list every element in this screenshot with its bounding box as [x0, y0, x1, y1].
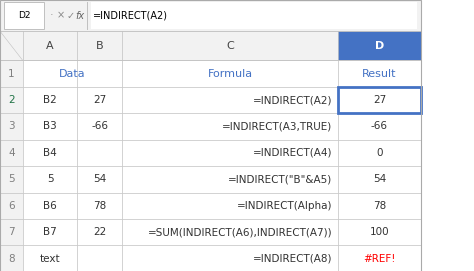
- Text: 2: 2: [8, 95, 15, 105]
- Text: 7: 7: [8, 227, 15, 237]
- Text: =INDIRECT(A3,TRUE): =INDIRECT(A3,TRUE): [222, 121, 332, 131]
- Bar: [23, 113, 77, 140]
- Text: B6: B6: [43, 201, 57, 211]
- Text: -66: -66: [371, 121, 388, 131]
- Text: 78: 78: [93, 201, 106, 211]
- Bar: [338, 140, 421, 166]
- Bar: [23, 166, 77, 192]
- Bar: [77, 246, 122, 271]
- Bar: [122, 60, 338, 87]
- Text: fx: fx: [75, 11, 84, 21]
- Bar: [0, 219, 23, 246]
- Text: 4: 4: [8, 148, 15, 158]
- Text: A: A: [46, 41, 54, 51]
- Text: B: B: [96, 41, 104, 51]
- Text: Formula: Formula: [208, 69, 253, 79]
- Bar: [338, 166, 421, 192]
- Bar: [0, 31, 23, 60]
- Text: =INDIRECT(Alpha): =INDIRECT(Alpha): [237, 201, 332, 211]
- Bar: [4, 2, 44, 29]
- Text: 22: 22: [93, 227, 106, 237]
- Bar: [0, 31, 421, 60]
- Bar: [338, 87, 421, 113]
- Text: Result: Result: [362, 69, 397, 79]
- Bar: [23, 246, 77, 271]
- Bar: [91, 2, 417, 29]
- Text: text: text: [40, 254, 60, 264]
- Bar: [77, 87, 122, 113]
- Bar: [23, 87, 77, 113]
- Bar: [0, 87, 23, 113]
- Bar: [0, 0, 421, 271]
- Bar: [0, 140, 23, 166]
- Text: 0: 0: [376, 148, 383, 158]
- Text: 5: 5: [47, 174, 53, 184]
- Bar: [338, 60, 421, 87]
- Text: ✓: ✓: [66, 11, 74, 21]
- Bar: [122, 113, 338, 140]
- Text: =INDIRECT(A2): =INDIRECT(A2): [93, 11, 168, 21]
- Bar: [77, 113, 122, 140]
- Text: D: D: [375, 41, 384, 51]
- Bar: [0, 246, 23, 271]
- Bar: [122, 219, 338, 246]
- Text: 54: 54: [93, 174, 106, 184]
- Text: 100: 100: [370, 227, 389, 237]
- Text: =INDIRECT(A8): =INDIRECT(A8): [253, 254, 332, 264]
- Bar: [338, 219, 421, 246]
- Bar: [23, 60, 77, 87]
- Text: C: C: [226, 41, 234, 51]
- Bar: [23, 140, 77, 166]
- Text: D2: D2: [18, 11, 30, 20]
- Bar: [0, 0, 421, 31]
- Text: =SUM(INDIRECT(A6),INDIRECT(A7)): =SUM(INDIRECT(A6),INDIRECT(A7)): [147, 227, 332, 237]
- Bar: [338, 87, 421, 113]
- Text: 54: 54: [373, 174, 386, 184]
- Bar: [122, 140, 338, 166]
- Text: ×: ×: [56, 11, 65, 21]
- Text: 6: 6: [8, 201, 15, 211]
- Text: B4: B4: [43, 148, 57, 158]
- Bar: [0, 192, 23, 219]
- Text: -66: -66: [91, 121, 108, 131]
- Bar: [0, 60, 23, 87]
- Text: 5: 5: [8, 174, 15, 184]
- Bar: [338, 113, 421, 140]
- Text: 27: 27: [373, 95, 386, 105]
- Text: =INDIRECT("B"&A5): =INDIRECT("B"&A5): [228, 174, 332, 184]
- Text: 3: 3: [8, 121, 15, 131]
- Bar: [77, 166, 122, 192]
- Bar: [338, 246, 421, 271]
- Bar: [77, 31, 122, 60]
- Text: 1: 1: [8, 69, 15, 79]
- Text: Data: Data: [59, 69, 86, 79]
- Text: =INDIRECT(A4): =INDIRECT(A4): [253, 148, 332, 158]
- Text: 8: 8: [8, 254, 15, 264]
- Bar: [122, 87, 338, 113]
- Bar: [0, 113, 23, 140]
- Bar: [338, 31, 421, 60]
- Text: =INDIRECT(A2): =INDIRECT(A2): [253, 95, 332, 105]
- Bar: [77, 140, 122, 166]
- Bar: [77, 192, 122, 219]
- Text: B3: B3: [43, 121, 57, 131]
- Text: B7: B7: [43, 227, 57, 237]
- Bar: [0, 166, 23, 192]
- Bar: [77, 60, 122, 87]
- Text: B2: B2: [43, 95, 57, 105]
- Bar: [122, 31, 338, 60]
- Text: 78: 78: [373, 201, 386, 211]
- Bar: [122, 246, 338, 271]
- Bar: [122, 192, 338, 219]
- Bar: [23, 219, 77, 246]
- Bar: [77, 219, 122, 246]
- Bar: [122, 166, 338, 192]
- Bar: [338, 192, 421, 219]
- Text: ·: ·: [49, 11, 53, 21]
- Bar: [23, 192, 77, 219]
- Text: #REF!: #REF!: [363, 254, 396, 264]
- Text: 27: 27: [93, 95, 106, 105]
- Bar: [23, 31, 77, 60]
